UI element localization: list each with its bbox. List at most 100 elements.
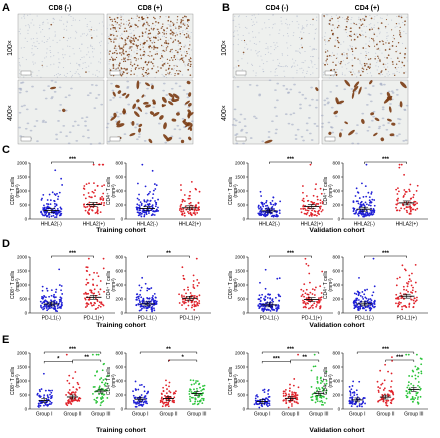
data-point (265, 200, 268, 202)
data-point (324, 401, 326, 404)
significance-bracket (51, 255, 94, 258)
data-point (363, 307, 365, 310)
data-point (366, 212, 369, 215)
data-point (320, 192, 323, 195)
data-point (94, 212, 97, 214)
data-point (188, 393, 191, 395)
data-point (256, 395, 259, 398)
data-point (70, 403, 73, 405)
x-tick-label: PD-L1(+) (302, 316, 323, 322)
data-point (76, 400, 79, 402)
data-point (397, 190, 400, 193)
data-point (192, 379, 195, 382)
data-point (313, 289, 316, 291)
x-tick-label: Group I (36, 412, 53, 418)
data-point (95, 353, 98, 356)
data-point (262, 310, 265, 313)
data-point (102, 267, 105, 270)
data-point (316, 378, 319, 380)
significance-label: *** (382, 251, 390, 257)
data-point (266, 296, 269, 299)
data-point (58, 284, 61, 286)
data-point (146, 199, 149, 202)
significance-label: *** (273, 357, 281, 363)
data-point (140, 215, 143, 218)
data-point (302, 191, 304, 194)
data-point (407, 290, 409, 293)
data-point (51, 389, 54, 392)
x-tick-label: Group I (254, 412, 271, 418)
data-point (75, 388, 78, 391)
data-point (311, 293, 314, 295)
data-point (322, 404, 325, 406)
data-point (171, 400, 174, 403)
data-point (103, 184, 106, 187)
data-point (386, 404, 389, 407)
data-point (264, 296, 267, 298)
data-point (259, 206, 262, 209)
data-point (96, 209, 99, 211)
data-point (308, 272, 311, 275)
data-point (355, 210, 357, 212)
data-point (413, 297, 416, 300)
data-point (56, 192, 58, 195)
data-point (93, 301, 96, 304)
data-point (195, 257, 198, 260)
data-point (300, 211, 303, 214)
data-point (348, 399, 351, 402)
y-axis-label: CD8⁺ T cells (228, 176, 234, 205)
data-point (133, 400, 135, 403)
data-point (155, 300, 158, 303)
data-point (413, 200, 416, 203)
data-point (189, 400, 192, 402)
data-point (202, 385, 204, 387)
data-point (152, 295, 154, 297)
data-point (408, 278, 411, 281)
data-point (65, 394, 67, 396)
y-tick-label: 200 (116, 393, 124, 398)
data-point (49, 199, 52, 202)
data-point (272, 215, 275, 218)
data-point (155, 184, 158, 187)
data-point (56, 310, 59, 313)
data-point (253, 403, 256, 406)
x-tick-label: Group I (132, 412, 149, 418)
data-point (50, 215, 53, 218)
significance-label: ** (302, 355, 307, 361)
data-point (398, 166, 401, 169)
data-point (260, 195, 263, 197)
data-point (258, 294, 261, 297)
y-tick-label: 400 (333, 283, 341, 288)
y-axis-label: CD8⁺ T cells (10, 270, 16, 299)
dotplot-d2: 0 200 400 600 800 CD4⁺ T cells (mm²) PD-L1(-) PD… (106, 251, 211, 322)
data-point (279, 200, 282, 203)
micrograph-b-pos-100x (321, 13, 409, 79)
data-point (174, 390, 177, 393)
data-point (276, 277, 279, 280)
data-point (408, 188, 411, 191)
data-point (259, 300, 262, 302)
data-point (402, 305, 405, 307)
data-point (398, 163, 401, 166)
data-point (136, 397, 139, 399)
x-tick-label: HHLA2(-) (41, 222, 62, 228)
data-point (264, 215, 267, 217)
data-point (95, 371, 98, 373)
data-point (140, 394, 143, 396)
data-point (148, 288, 151, 290)
y-axis-unit: (mm²) (233, 278, 239, 292)
data-point (320, 379, 323, 382)
data-point (408, 375, 411, 377)
data-point (137, 297, 140, 300)
data-point (289, 383, 291, 386)
data-point (265, 403, 268, 406)
data-point (321, 386, 324, 389)
data-point (182, 301, 184, 303)
data-point (193, 383, 196, 385)
data-point (318, 213, 321, 216)
data-point (321, 401, 324, 404)
significance-label: *** (396, 355, 404, 361)
data-point (371, 198, 374, 201)
data-point (153, 309, 156, 312)
